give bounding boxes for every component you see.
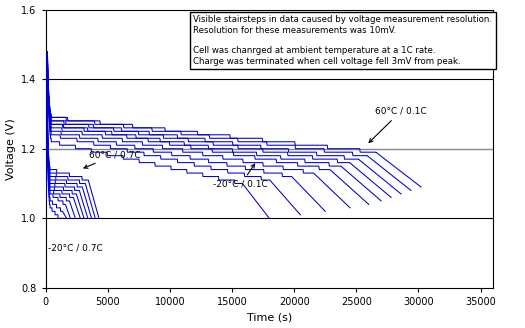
Text: -20°C / 0.7C: -20°C / 0.7C bbox=[48, 243, 102, 252]
Text: 60°C / 0.1C: 60°C / 0.1C bbox=[369, 107, 427, 142]
Y-axis label: Voltage (V): Voltage (V) bbox=[6, 118, 16, 180]
Text: Visible stairsteps in data caused by voltage measurement resolution.
Resolution : Visible stairsteps in data caused by vol… bbox=[193, 15, 492, 66]
Text: 60°C / 0.7C: 60°C / 0.7C bbox=[84, 151, 141, 168]
Text: -20°C / 0.1C: -20°C / 0.1C bbox=[213, 164, 268, 189]
X-axis label: Time (s): Time (s) bbox=[247, 313, 292, 322]
